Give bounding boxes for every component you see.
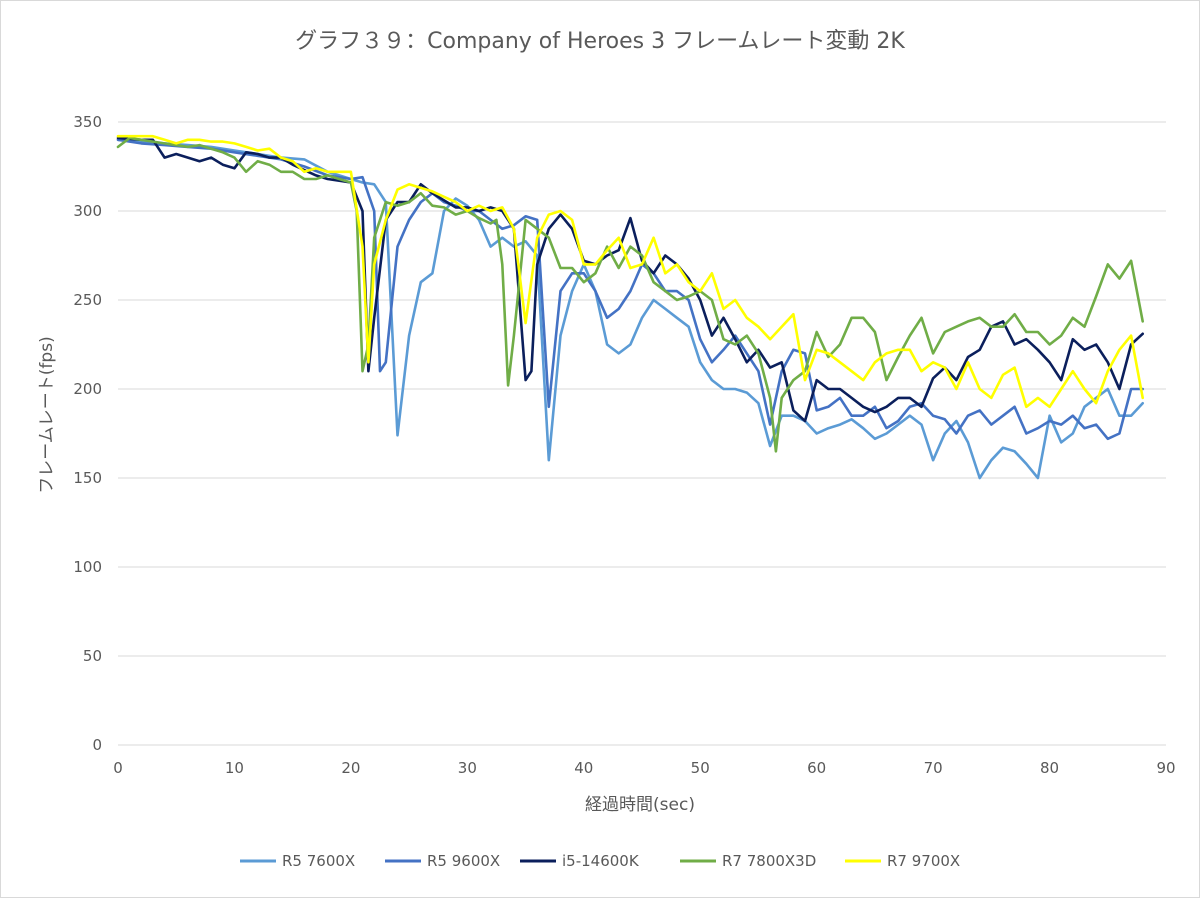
x-tick-20: 20 bbox=[341, 759, 360, 777]
legend-label-4: R7 7800X3D bbox=[722, 852, 816, 870]
legend: R5 7600X R5 9600X i5-14600K R7 7800X3D R7 97… bbox=[240, 852, 960, 870]
x-tick-0: 0 bbox=[113, 759, 123, 777]
x-tick-90: 90 bbox=[1156, 759, 1175, 777]
x-tick-50: 50 bbox=[691, 759, 710, 777]
y-axis-label: フレームレート(fps) bbox=[37, 336, 57, 493]
y-tick-350: 350 bbox=[73, 113, 102, 131]
x-tick-80: 80 bbox=[1040, 759, 1059, 777]
legend-label-3: i5-14600K bbox=[562, 852, 640, 870]
series-line-2 bbox=[116, 138, 1144, 441]
series-line-3 bbox=[116, 136, 1144, 423]
x-tick-60: 60 bbox=[807, 759, 826, 777]
y-tick-100: 100 bbox=[73, 558, 102, 576]
legend-label-2: R5 9600X bbox=[427, 852, 500, 870]
y-tick-150: 150 bbox=[73, 469, 102, 487]
x-tick-labels: 0 10 20 30 40 50 60 70 80 90 bbox=[113, 759, 1175, 777]
series-line-4 bbox=[116, 136, 1144, 453]
x-tick-30: 30 bbox=[458, 759, 477, 777]
x-tick-70: 70 bbox=[924, 759, 943, 777]
grid-lines bbox=[118, 121, 1166, 746]
legend-label-1: R5 7600X bbox=[282, 852, 355, 870]
series-line-1 bbox=[116, 138, 1144, 480]
legend-label-5: R7 9700X bbox=[887, 852, 960, 870]
x-tick-10: 10 bbox=[225, 759, 244, 777]
y-tick-200: 200 bbox=[73, 380, 102, 398]
y-tick-0: 0 bbox=[92, 736, 102, 754]
y-tick-50: 50 bbox=[83, 647, 102, 665]
series-line-5 bbox=[116, 134, 1144, 409]
y-tick-300: 300 bbox=[73, 202, 102, 220]
x-axis-label: 経過時間(sec) bbox=[585, 795, 695, 815]
series-lines bbox=[116, 134, 1144, 480]
y-tick-250: 250 bbox=[73, 291, 102, 309]
x-tick-40: 40 bbox=[574, 759, 593, 777]
chart-title: グラフ３９：Company of Heroes 3 フレームレート変動 2K bbox=[295, 29, 905, 54]
y-tick-labels: 0 50 100 150 200 250 300 350 bbox=[73, 113, 102, 754]
